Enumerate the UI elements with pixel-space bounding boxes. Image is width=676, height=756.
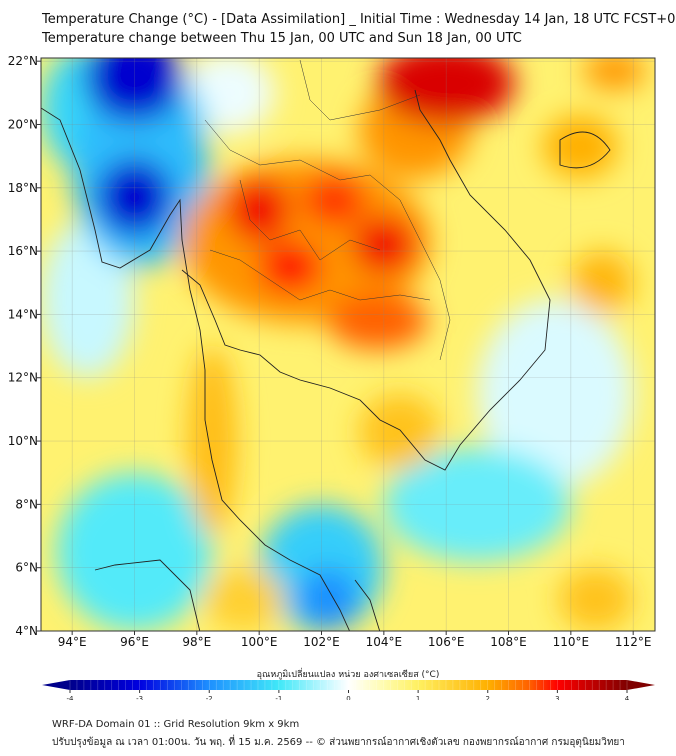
colorbar-tick-label: 0 <box>346 695 350 700</box>
map-title: Temperature Change (°C) - [Data Assimila… <box>42 12 676 27</box>
temperature-change-map: 94°E 96°E 98°E 100°E 102°E 104°E 106°E 108°E 110… <box>8 54 656 700</box>
footer-credit: ปรับปรุงข้อมูล ณ เวลา 01:00น. วัน พฤ. ที… <box>52 737 625 748</box>
colorbar-tick-label: 2 <box>486 695 490 700</box>
latitude-tick-label: 16°N <box>8 244 38 258</box>
longitude-tick-label: 112°E <box>615 635 652 649</box>
field-anomaly <box>302 175 366 226</box>
colorbar: -4 -3 -2 -1 0 1 2 3 4 <box>42 680 655 700</box>
field-anomaly <box>583 58 646 90</box>
map-frame <box>40 57 656 632</box>
colorbar-tick-label: 3 <box>555 695 559 700</box>
colorbar-tick-label: 1 <box>416 695 420 700</box>
field-anomaly <box>352 216 416 274</box>
colorbar-tick-label: -3 <box>136 695 143 700</box>
coastlines <box>41 89 611 631</box>
admin-borders <box>204 59 451 361</box>
field-anomaly <box>327 292 428 350</box>
map-subtitle: Temperature change between Thu 15 Jan, 0… <box>42 31 522 46</box>
field-anomaly <box>84 58 185 122</box>
longitude-tick-label: 106°E <box>428 635 465 649</box>
latitude-tick-label: 18°N <box>8 181 38 195</box>
longitude-tick-label: 94°E <box>58 635 87 649</box>
longitude-tick-label: 98°E <box>182 635 211 649</box>
colorbar-min-extend <box>42 680 70 690</box>
latitude-tick-label: 6°N <box>15 561 38 575</box>
field-anomaly <box>558 567 634 631</box>
latitude-tick-label: 20°N <box>8 117 38 131</box>
latitude-tick-label: 10°N <box>8 434 38 448</box>
field-anomaly <box>570 251 634 315</box>
colorbar-tick-label: -2 <box>206 695 213 700</box>
field-anomaly <box>477 298 634 489</box>
field-anomaly <box>377 58 515 125</box>
longitude-tick-label: 104°E <box>366 635 403 649</box>
colorbar-gradient <box>70 680 627 690</box>
field-anomaly <box>259 241 322 293</box>
longitude-tick-label: 108°E <box>490 635 527 649</box>
longitude-tick-label: 96°E <box>120 635 149 649</box>
longitude-tick-label: 102°E <box>303 635 340 649</box>
field-anomaly <box>56 472 213 631</box>
latitude-tick-label: 4°N <box>15 624 38 638</box>
field-anomaly <box>41 219 135 378</box>
latitude-tick-label: 22°N <box>8 54 38 68</box>
field-anomaly <box>203 567 285 631</box>
field-anomaly <box>97 159 172 236</box>
longitude-tick-label: 100°E <box>241 635 278 649</box>
field-anomaly <box>187 346 238 537</box>
field-anomaly <box>296 567 359 631</box>
colorbar-label: อุณหภูมิเปลี่ยนแปลง หน่วย องศาเซลเซียส (… <box>256 670 440 680</box>
field-anomaly <box>383 447 571 562</box>
latitude-tick-label: 14°N <box>8 307 38 321</box>
colorbar-tick-label: -4 <box>67 695 75 700</box>
colorbar-max-extend <box>627 680 655 690</box>
colorbar-tick-label: -1 <box>275 695 282 700</box>
field-anomaly <box>542 114 618 179</box>
latitude-tick-label: 8°N <box>15 497 38 511</box>
longitude-tick-label: 110°E <box>553 635 590 649</box>
latitude-tick-label: 12°N <box>8 371 38 385</box>
footer-model-info: WRF-DA Domain 01 :: Grid Resolution 9km … <box>52 719 300 730</box>
colorbar-tick-label: 4 <box>625 695 630 700</box>
field-anomaly <box>358 393 440 470</box>
